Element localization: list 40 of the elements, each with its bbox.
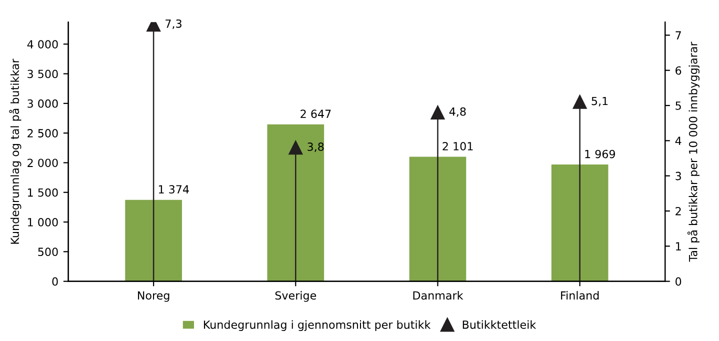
x-tick-label: Danmark <box>413 291 464 300</box>
y2-tick-label: 0 <box>676 277 682 286</box>
data-label: 2 101 <box>442 142 473 150</box>
data-label: 2 647 <box>300 110 331 118</box>
bar <box>409 156 466 282</box>
y2-tick-label: 2 <box>676 206 681 216</box>
y-tick-label: 3 500 <box>28 70 58 78</box>
y-tick-label: 500 <box>38 248 58 256</box>
x-tick-label: Noreg <box>138 291 170 302</box>
y2-tick-label: 6 <box>676 66 682 75</box>
y2-tick-label: 7 <box>676 31 681 40</box>
point <box>430 106 445 120</box>
y-tick-label: 0 <box>52 277 58 286</box>
data-label: 7,3 <box>166 19 182 29</box>
data-label: 1 969 <box>585 150 616 158</box>
x-tick-label: Sverige <box>275 291 316 302</box>
y-tick-label: 2 500 <box>28 129 58 138</box>
data-label: 5,1 <box>592 96 608 106</box>
bar <box>125 200 182 282</box>
y-tick-label: 3 000 <box>28 99 58 108</box>
y-axis-title: Kundegrunnlag og tal på butikkar <box>9 58 22 244</box>
y2-tick-label: 5 <box>676 102 681 110</box>
y-tick-label: 2 000 <box>28 158 58 168</box>
y-tick-label: 1 500 <box>28 188 58 197</box>
y2-tick-label: 3 <box>676 172 681 180</box>
point <box>288 140 303 155</box>
x-tick-label: Finland <box>561 291 599 300</box>
y-tick-label: 4 000 <box>27 40 58 48</box>
legend-label: Butikktettleik <box>462 320 536 329</box>
bar <box>267 124 324 282</box>
point <box>572 95 587 109</box>
y2-axis-title: Tal på butikkar per 10 000 innbyggjarar <box>687 42 700 262</box>
y2-tick-label: 1 <box>676 242 681 250</box>
legend-label: Kundegrunnlag i gjennomsnitt per butikk <box>204 320 431 331</box>
data-label: 3,8 <box>308 142 324 152</box>
data-label: 4,8 <box>449 107 466 117</box>
bar <box>551 164 608 282</box>
y-tick-label: 1 000 <box>28 218 58 226</box>
y2-tick-label: 4 <box>675 136 682 145</box>
data-label: 1 374 <box>158 185 189 194</box>
